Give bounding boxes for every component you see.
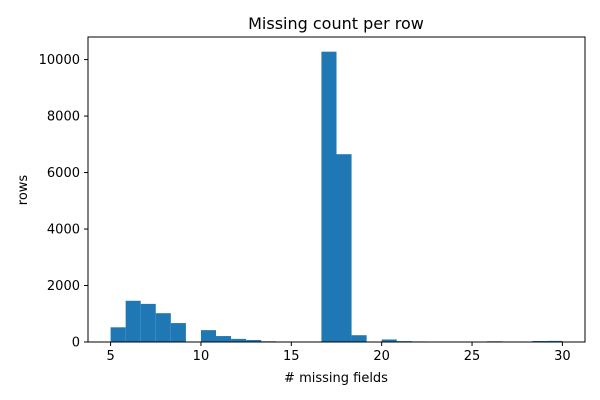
- histogram-bar: [125, 300, 141, 342]
- x-tick-label: 20: [373, 349, 390, 364]
- x-tick-label: 15: [283, 349, 300, 364]
- y-tick-label: 8000: [47, 110, 80, 125]
- chart-title: Missing count per row: [248, 14, 424, 33]
- histogram-bar: [216, 336, 232, 342]
- x-tick-label: 25: [464, 349, 481, 364]
- y-tick-label: 10000: [39, 53, 80, 68]
- histogram-bar: [381, 339, 397, 342]
- plot-frame: [87, 36, 586, 343]
- histogram-bar: [200, 330, 217, 342]
- x-axis-ticks: 5 10 15 20 25 30: [106, 342, 571, 364]
- histogram-bar: [351, 335, 367, 342]
- x-tick-label: 30: [554, 349, 571, 364]
- y-tick-label: 2000: [47, 279, 80, 294]
- histogram-bar: [231, 338, 247, 342]
- histogram-bar: [170, 323, 186, 342]
- y-axis-label: rows: [16, 175, 31, 206]
- y-tick-label: 6000: [47, 166, 80, 181]
- y-axis-ticks: 0 2000 4000 6000 8000 10000: [39, 53, 88, 351]
- y-tick-label: 0: [72, 336, 80, 351]
- histogram-bar: [110, 327, 126, 342]
- histogram-bar: [547, 340, 563, 342]
- histogram-bar: [155, 313, 171, 342]
- histogram-bar: [321, 51, 337, 342]
- histogram-bar: [140, 303, 156, 343]
- y-tick-label: 4000: [47, 223, 80, 238]
- x-tick-label: 10: [193, 349, 210, 364]
- x-tick-label: 5: [106, 349, 114, 364]
- histogram-bar: [246, 340, 262, 342]
- bars-group: [110, 51, 563, 343]
- histogram-bar: [336, 154, 352, 342]
- x-axis-label: # missing fields: [284, 371, 388, 386]
